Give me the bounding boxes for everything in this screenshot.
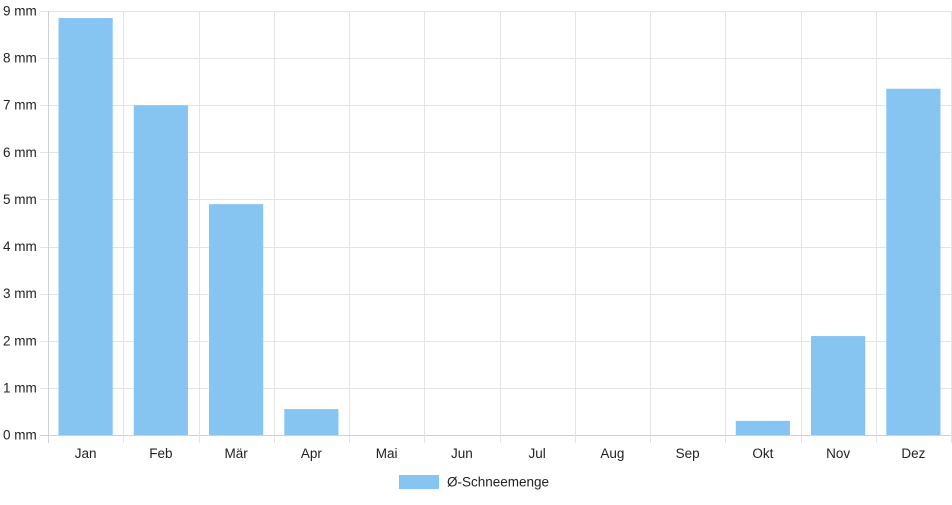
x-tick-label: Apr <box>301 446 323 461</box>
legend-swatch[interactable] <box>399 475 439 489</box>
legend[interactable]: Ø-Schneemenge <box>399 475 549 490</box>
bar[interactable] <box>58 18 113 436</box>
bar[interactable] <box>209 204 264 435</box>
x-tick-label: Sep <box>676 446 700 461</box>
y-tick-label: 0 mm <box>3 428 37 443</box>
x-tick-label: Jan <box>75 446 97 461</box>
y-tick-label: 1 mm <box>3 380 37 395</box>
y-tick-label: 8 mm <box>3 51 37 66</box>
y-tick-label: 4 mm <box>3 239 37 254</box>
y-tick-label: 2 mm <box>3 333 37 348</box>
x-tick-label: Okt <box>752 446 773 461</box>
bars-layer <box>58 18 941 436</box>
x-tick-label: Feb <box>149 446 172 461</box>
x-tick-label: Aug <box>600 446 624 461</box>
bar[interactable] <box>735 420 790 435</box>
x-tick-label: Mär <box>225 446 249 461</box>
y-tick-label: 9 mm <box>3 4 37 19</box>
bar[interactable] <box>133 105 188 435</box>
y-tick-label: 7 mm <box>3 98 37 113</box>
y-tick-label: 5 mm <box>3 192 37 207</box>
x-tick-label: Jun <box>451 446 473 461</box>
bar[interactable] <box>886 88 941 435</box>
bar[interactable] <box>811 336 866 435</box>
legend-label[interactable]: Ø-Schneemenge <box>447 475 549 490</box>
x-tick-label: Dez <box>901 446 925 461</box>
y-tick-label: 3 mm <box>3 286 37 301</box>
y-axis-tick-labels: 0 mm 1 mm 2 mm 3 mm 4 mm 5 mm 6 mm 7 mm 8 mm 9 mm <box>3 4 37 443</box>
x-tick-label: Mai <box>376 446 398 461</box>
x-tick-label: Nov <box>826 446 850 461</box>
bar[interactable] <box>284 409 339 435</box>
x-tick-label: Jul <box>528 446 545 461</box>
y-tick-label: 6 mm <box>3 145 37 160</box>
x-axis-tick-labels: Jan Feb Mär Apr Mai Jun Jul Aug Sep Okt Nov Dez <box>75 446 926 461</box>
